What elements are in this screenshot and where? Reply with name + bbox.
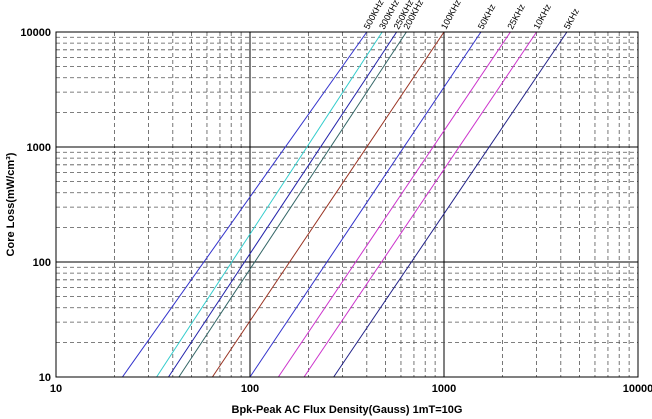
- series-line-100khz: [211, 31, 445, 378]
- x-tick-label: 10: [50, 383, 62, 395]
- y-tick-label: 100: [33, 257, 51, 269]
- series-label-10khz: 10KHz: [531, 2, 553, 31]
- y-tick-label: 10: [39, 372, 51, 384]
- series-line-500khz: [122, 31, 368, 378]
- series-line-200khz: [178, 31, 407, 378]
- series-line-10khz: [303, 31, 537, 378]
- series-label-50khz: 50KHz: [476, 2, 498, 31]
- series-line-300khz: [156, 31, 383, 378]
- x-tick-label: 10000: [623, 383, 652, 395]
- series-lines: [122, 31, 568, 378]
- x-tick-label: 1000: [432, 383, 456, 395]
- tick-labels: 10 100 1000 10000 10 100 1000 10000: [20, 27, 652, 395]
- y-tick-label: 1000: [27, 142, 51, 154]
- series-label-100khz: 100KHz: [439, 0, 463, 31]
- grid: [56, 32, 638, 377]
- x-tick-label: 100: [241, 383, 259, 395]
- plot-frame: [55, 31, 639, 378]
- x-axis-label: Bpk-Peak AC Flux Density(Gauss) 1mT=10G: [232, 404, 463, 416]
- series-label-5khz: 5KHz: [562, 6, 581, 31]
- series-line-50khz: [249, 31, 482, 378]
- y-axis-label: Core Loss(mW/cm³): [5, 152, 17, 256]
- series-line-5khz: [333, 31, 568, 378]
- series-label-25khz: 25KHz: [505, 2, 527, 31]
- series-line-25khz: [277, 31, 511, 378]
- series-line-250khz: [168, 31, 398, 378]
- y-tick-label: 10000: [20, 27, 51, 39]
